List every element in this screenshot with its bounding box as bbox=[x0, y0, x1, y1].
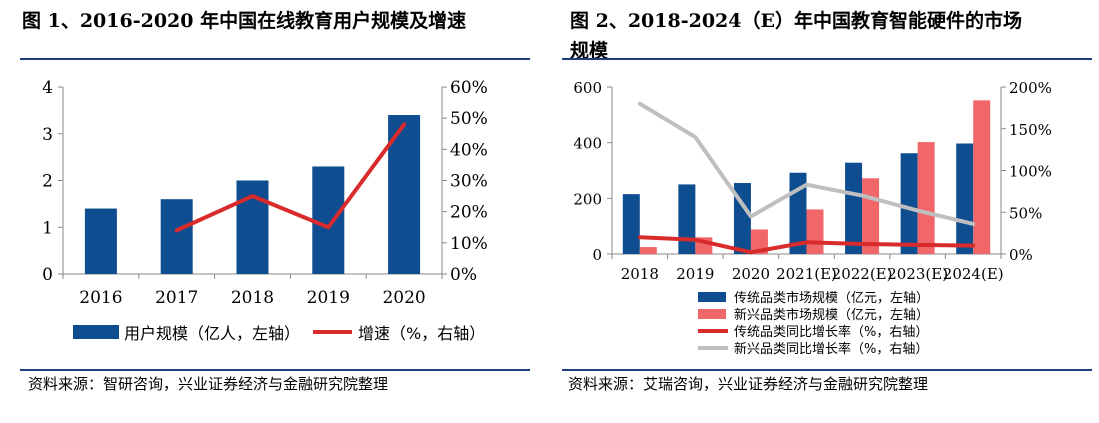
source-rule bbox=[20, 369, 530, 371]
bar bbox=[956, 143, 974, 254]
y-right-tick-label: 60% bbox=[450, 78, 488, 98]
bar bbox=[900, 153, 918, 254]
series-line bbox=[637, 235, 976, 255]
y-left-tick-label: 0 bbox=[592, 246, 602, 264]
y-right-tick-label: 10% bbox=[450, 234, 488, 254]
legend-swatch-bar bbox=[73, 325, 119, 339]
x-tick-label: 2024(E) bbox=[943, 265, 1004, 283]
bar bbox=[622, 194, 640, 254]
title-rule bbox=[20, 58, 530, 60]
chart-title: 图 2、2018-2024（E）年中国教育智能硬件的市场 规模 bbox=[570, 10, 1022, 62]
x-tick-label: 2023(E) bbox=[887, 265, 948, 283]
x-tick-label: 2017 bbox=[155, 288, 198, 308]
bar bbox=[678, 184, 696, 254]
y-right-tick-label: 0% bbox=[1009, 246, 1033, 264]
y-right-tick-label: 0% bbox=[450, 265, 477, 285]
legend-label: 用户规模（亿人，左轴） bbox=[124, 324, 300, 343]
source-rule bbox=[562, 369, 1092, 371]
bar bbox=[639, 247, 657, 254]
legend-swatch-bar bbox=[698, 292, 726, 302]
y-right-tick-label: 100% bbox=[1009, 163, 1052, 181]
title-rule bbox=[562, 58, 1092, 60]
source-note: 资料来源：智研咨询，兴业证券经济与金融研究院整理 bbox=[28, 375, 389, 393]
x-tick-label: 2020 bbox=[732, 265, 770, 283]
bar bbox=[973, 100, 991, 254]
y-right-tick-label: 200% bbox=[1009, 79, 1052, 97]
y-right-tick-label: 150% bbox=[1009, 121, 1052, 139]
y-right-tick-label: 50% bbox=[1009, 204, 1042, 222]
bar bbox=[750, 229, 768, 254]
y-left-tick-label: 4 bbox=[42, 78, 53, 98]
x-tick-label: 2022(E) bbox=[832, 265, 893, 283]
y-left-tick-label: 3 bbox=[42, 125, 53, 145]
source-note: 资料来源：艾瑞咨询，兴业证券经济与金融研究院整理 bbox=[568, 375, 929, 393]
y-left-tick-label: 400 bbox=[573, 135, 602, 153]
y-right-tick-label: 50% bbox=[450, 109, 488, 129]
x-tick-label: 2019 bbox=[676, 265, 714, 283]
chart-panel-2: 图 2、2018-2024（E）年中国教育智能硬件的市场 规模 0 200 400 6… bbox=[558, 0, 1099, 423]
legend-label: 增速（%，右轴） bbox=[358, 324, 485, 343]
legend-label: 传统品类市场规模（亿元，左轴） bbox=[734, 290, 929, 306]
y-left-tick-label: 1 bbox=[42, 218, 53, 238]
y-right-tick-label: 20% bbox=[450, 203, 488, 223]
legend-label: 新兴品类市场规模（亿元，左轴） bbox=[734, 307, 929, 323]
x-tick-label: 2021(E) bbox=[776, 265, 837, 283]
bar bbox=[84, 208, 117, 274]
y-right-tick-label: 30% bbox=[450, 172, 488, 192]
x-tick-label: 2020 bbox=[382, 288, 425, 308]
y-left-tick-label: 2 bbox=[42, 172, 53, 192]
chart-panel-1: 图 1、2016-2020 年中国在线教育用户规模及增速 0 1 2 3 4 0% 10% 2… bbox=[0, 0, 540, 423]
y-left-tick-label: 0 bbox=[42, 265, 53, 285]
bar bbox=[917, 142, 935, 254]
y-left-tick-label: 200 bbox=[573, 190, 602, 208]
bar bbox=[160, 199, 193, 274]
bar bbox=[845, 162, 863, 254]
series-line bbox=[637, 101, 976, 226]
chart-2-svg: 0 200 400 600 0% 50% 100% 150% 200% 2018 2019 2020 2… bbox=[573, 79, 1052, 357]
legend: 用户规模（亿人，左轴） 增速（%，右轴） bbox=[73, 324, 485, 343]
x-tick-label: 2018 bbox=[621, 265, 659, 283]
y-left-tick-label: 600 bbox=[573, 79, 602, 97]
legend-swatch-bar bbox=[698, 309, 726, 319]
series-line bbox=[174, 122, 407, 233]
x-tick-label: 2016 bbox=[79, 288, 122, 308]
y-right-tick-label: 40% bbox=[450, 140, 488, 160]
chart-title: 图 1、2016-2020 年中国在线教育用户规模及增速 bbox=[22, 10, 467, 32]
bar bbox=[806, 209, 824, 254]
x-tick-label: 2019 bbox=[307, 288, 350, 308]
x-tick-label: 2018 bbox=[231, 288, 274, 308]
legend-label: 新兴品类同比增长率（%，右轴） bbox=[734, 341, 928, 357]
bar bbox=[312, 166, 345, 274]
legend: 传统品类市场规模（亿元，左轴）新兴品类市场规模（亿元，左轴）传统品类同比增长率（… bbox=[698, 290, 929, 357]
legend-label: 传统品类同比增长率（%，右轴） bbox=[734, 324, 928, 340]
